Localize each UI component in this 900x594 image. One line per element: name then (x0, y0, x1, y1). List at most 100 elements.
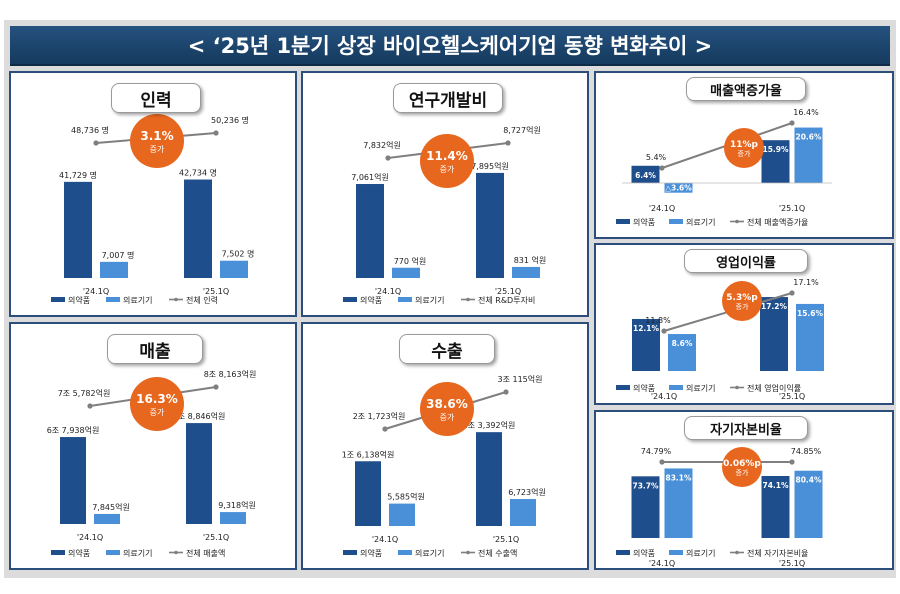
bar-pharma-0 (356, 184, 384, 278)
total-point-0 (659, 165, 665, 171)
label-pharma-1: 7,895억원 (471, 161, 509, 171)
bar-pharma-0 (355, 461, 381, 526)
label-total-1: 50,236 명 (211, 115, 249, 125)
bar-device-0 (100, 261, 128, 278)
chart-equity_ratio: 73.7% 83.1% '24.1Q 74.1% 80.4% '25.1Q 74.79% 74… (616, 447, 823, 568)
badge-value: 0.06%p (723, 459, 761, 469)
total-point-1 (789, 459, 795, 465)
total-point-0 (661, 328, 667, 334)
label-total-0: 74.79% (641, 447, 672, 456)
tick-label-1: '25.1Q (493, 535, 519, 544)
badge-sub: 증가 (440, 413, 455, 422)
legend-swatch-0 (616, 219, 630, 224)
badge-value: 11%p (730, 140, 759, 150)
legend-label-0: 의약품 (68, 548, 90, 558)
tick-label-0: '24.1Q (375, 287, 401, 296)
label-device-0: 7,007 명 (102, 250, 135, 260)
bar-device-0 (94, 513, 120, 524)
legend-marker-2 (174, 297, 178, 302)
legend-label-1: 의료기기 (123, 295, 152, 305)
bar-pharma-1 (760, 297, 788, 371)
label-device-1: 6,723억원 (508, 487, 546, 497)
legend-marker-2 (735, 219, 739, 224)
legend-label-1: 의료기기 (415, 548, 444, 558)
bar-pharma-1 (186, 423, 212, 524)
label-total-0: 2조 1,723억원 (353, 411, 406, 421)
tick-label-1: '25.1Q (495, 287, 521, 296)
bar-pharma-1 (476, 432, 502, 526)
legend-label-2: 전체 자기자본비율 (747, 548, 808, 558)
growth-badge (420, 382, 474, 436)
badge-value: 11.4% (426, 149, 468, 163)
bar-device-1 (794, 470, 823, 538)
total-point-0 (382, 426, 388, 432)
legend-marker-2 (174, 550, 178, 555)
label-pharma-1: 17.2% (761, 302, 788, 311)
label-device-1: 7,502 명 (222, 249, 255, 259)
panel-rnd: 7,061억원 770 억원 '24.1Q 7,895억원 831 억원 '25.1Q 7,… (301, 71, 589, 317)
total-point-1 (213, 130, 219, 136)
bar-device-1 (220, 512, 246, 524)
label-pharma-1: 7조 8,846억원 (173, 411, 226, 421)
badge-sub: 증가 (150, 145, 165, 154)
chart-exports: 1조 6,138억원 5,585억원 '24.1Q 2조 3,392억원 6,723억원… (342, 374, 546, 558)
label-pharma-1: 74.1% (762, 481, 789, 490)
growth-badge (724, 128, 764, 168)
legend-swatch-1 (669, 219, 683, 224)
growth-badge (722, 447, 762, 487)
tick-label-1: '25.1Q (779, 392, 805, 401)
panel-title: 수출 (399, 334, 495, 364)
label-total-0: 5.4% (646, 153, 667, 162)
label-total-1: 8,727억원 (503, 125, 541, 135)
bar-pharma-1 (761, 475, 790, 538)
bar-pharma-1 (761, 140, 790, 183)
total-point-0 (93, 140, 99, 146)
panel-title: 매출 (107, 334, 203, 364)
legend-label-0: 의약품 (633, 548, 655, 558)
legend-swatch-1 (398, 297, 412, 302)
tick-label-1: '25.1Q (779, 204, 805, 213)
label-device-0: 770 억원 (394, 256, 427, 266)
legend-label-2: 전체 매출액증가율 (747, 217, 808, 227)
legend-label-0: 의약품 (68, 295, 90, 305)
badge-sub: 증가 (440, 165, 455, 174)
total-point-0 (659, 459, 665, 465)
tick-label-0: '24.1Q (649, 559, 675, 568)
label-total-1: 16.4% (793, 108, 819, 117)
label-device-0: △3.6% (665, 184, 692, 193)
panel-exports: 1조 6,138억원 5,585억원 '24.1Q 2조 3,392억원 6,723억원… (301, 322, 589, 570)
label-device-1: 9,318억원 (218, 500, 256, 510)
label-device-0: 8.6% (672, 339, 693, 348)
badge-value: 16.3% (136, 392, 178, 406)
label-device-0: 5,585억원 (387, 492, 425, 502)
growth-badge (130, 114, 184, 168)
legend-marker-2 (466, 550, 470, 555)
badge-sub: 증가 (736, 302, 749, 311)
label-total-1: 17.1% (793, 278, 819, 287)
legend-swatch-0 (343, 550, 357, 555)
label-pharma-1: 2조 3,392억원 (463, 420, 516, 430)
page-title: < ‘25년 1분기 상장 바이오헬스케어기업 동향 변화추이 > (10, 26, 890, 66)
bar-device-0 (392, 267, 420, 278)
growth-badge (722, 281, 762, 321)
bar-pharma-0 (60, 437, 86, 524)
total-point-1 (789, 290, 795, 296)
growth-badge (420, 134, 474, 188)
panel-title: 영업이익률 (684, 249, 808, 273)
bar-device-1 (794, 127, 823, 183)
bar-pharma-0 (64, 181, 92, 278)
label-total-0: 7조 5,782억원 (58, 388, 111, 398)
panel-equity_ratio: 73.7% 83.1% '24.1Q 74.1% 80.4% '25.1Q 74.79% 74… (594, 410, 894, 570)
legend-label-2: 전체 수출액 (478, 548, 517, 558)
legend-label-0: 의약품 (633, 383, 655, 393)
bar-pharma-1 (184, 179, 212, 278)
total-point-1 (505, 140, 511, 146)
legend-marker-2 (466, 297, 470, 302)
legend-swatch-0 (616, 385, 630, 390)
tick-label-0: '24.1Q (372, 535, 398, 544)
bar-pharma-1 (476, 172, 504, 278)
label-pharma-0: 1조 6,138억원 (342, 449, 395, 459)
label-pharma-0: 12.1% (633, 324, 660, 333)
legend-marker-2 (735, 385, 739, 390)
bar-device-1 (510, 499, 536, 526)
